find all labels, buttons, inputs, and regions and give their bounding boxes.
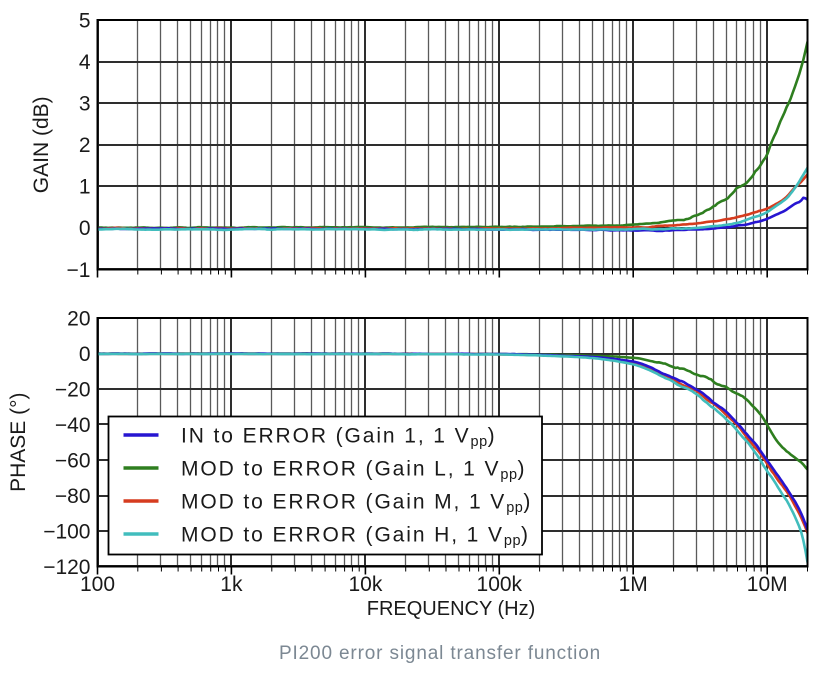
svg-text:100: 100 bbox=[80, 573, 115, 596]
svg-text:−1: −1 bbox=[67, 259, 91, 282]
svg-text:10M: 10M bbox=[747, 573, 788, 596]
svg-text:−40: −40 bbox=[55, 414, 91, 437]
svg-text:2: 2 bbox=[79, 134, 91, 157]
svg-text:1k: 1k bbox=[220, 573, 243, 596]
svg-text:20: 20 bbox=[67, 307, 90, 330]
svg-text:MOD to ERROR (Gain M, 1 Vpp): MOD to ERROR (Gain M, 1 Vpp) bbox=[181, 490, 532, 516]
svg-text:5: 5 bbox=[79, 9, 91, 32]
svg-text:PI200 error signal transfer fu: PI200 error signal transfer function bbox=[279, 643, 601, 664]
svg-text:1M: 1M bbox=[619, 573, 648, 596]
svg-text:GAIN (dB): GAIN (dB) bbox=[30, 96, 53, 193]
svg-text:MOD to ERROR (Gain L, 1 Vpp): MOD to ERROR (Gain L, 1 Vpp) bbox=[181, 457, 526, 483]
svg-text:PHASE (°): PHASE (°) bbox=[7, 392, 30, 491]
svg-text:−80: −80 bbox=[55, 485, 91, 508]
svg-text:4: 4 bbox=[79, 51, 91, 74]
svg-text:−60: −60 bbox=[55, 449, 91, 472]
svg-text:100k: 100k bbox=[477, 573, 523, 596]
svg-text:1: 1 bbox=[79, 176, 91, 199]
svg-text:−20: −20 bbox=[55, 378, 91, 401]
svg-text:−120: −120 bbox=[43, 556, 90, 579]
svg-text:0: 0 bbox=[79, 217, 91, 240]
svg-text:−100: −100 bbox=[43, 520, 90, 543]
svg-text:MOD to ERROR (Gain H, 1 Vpp): MOD to ERROR (Gain H, 1 Vpp) bbox=[181, 523, 530, 549]
svg-text:3: 3 bbox=[79, 93, 91, 116]
svg-text:10k: 10k bbox=[348, 573, 382, 596]
svg-text:IN to ERROR (Gain 1, 1 Vpp): IN to ERROR (Gain 1, 1 Vpp) bbox=[181, 424, 497, 450]
svg-text:FREQUENCY (Hz): FREQUENCY (Hz) bbox=[367, 598, 536, 620]
svg-text:0: 0 bbox=[79, 343, 91, 366]
